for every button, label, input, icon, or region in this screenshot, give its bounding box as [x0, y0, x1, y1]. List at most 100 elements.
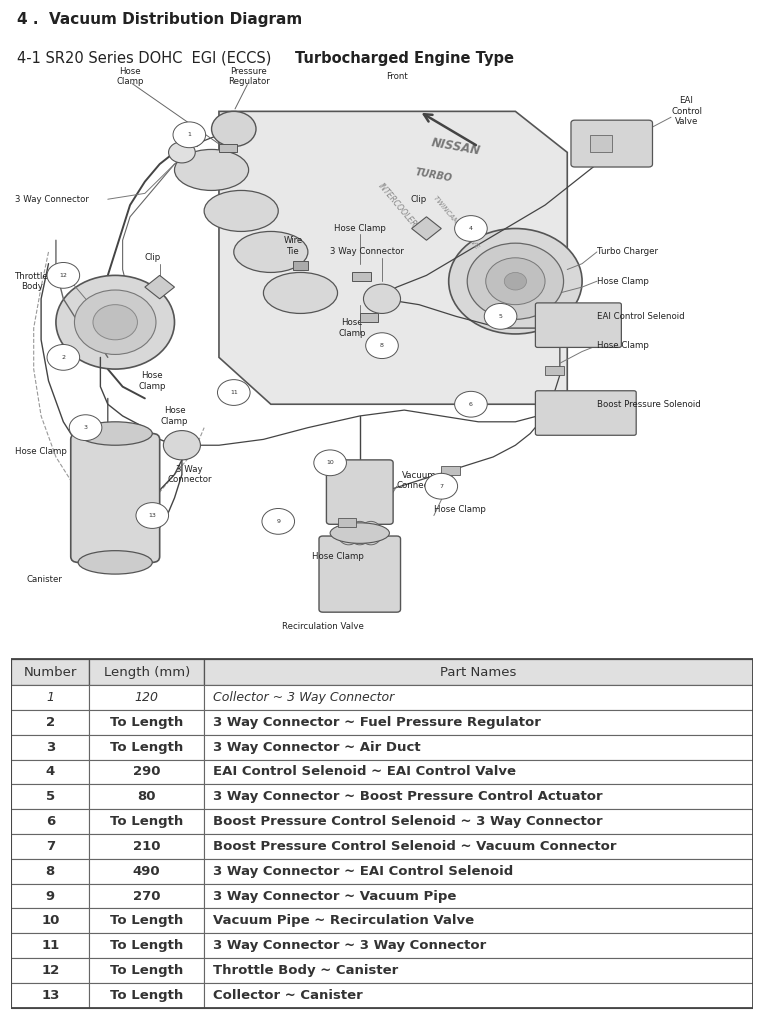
Bar	[204, 859, 753, 884]
Polygon shape	[145, 275, 174, 299]
Circle shape	[364, 284, 400, 313]
FancyBboxPatch shape	[571, 120, 652, 167]
Bar	[293, 261, 308, 269]
Bar	[89, 809, 204, 834]
Text: 7: 7	[46, 840, 55, 853]
Text: Collector ~ 3 Way Connector: Collector ~ 3 Way Connector	[213, 691, 394, 705]
Text: 11: 11	[41, 939, 60, 952]
Bar	[352, 272, 371, 282]
Bar	[204, 809, 753, 834]
Ellipse shape	[264, 272, 338, 313]
Text: 4-1 SR20 Series DOHC  EGI (ECCS): 4-1 SR20 Series DOHC EGI (ECCS)	[18, 51, 277, 66]
Text: EAI
Control
Valve: EAI Control Valve	[671, 96, 702, 126]
Bar	[204, 735, 753, 760]
Circle shape	[47, 262, 79, 289]
Text: 8: 8	[46, 864, 55, 878]
Text: EAI Control Selenoid ~ EAI Control Valve: EAI Control Selenoid ~ EAI Control Valve	[213, 766, 516, 778]
Circle shape	[70, 415, 102, 440]
Circle shape	[56, 275, 174, 369]
Circle shape	[262, 509, 295, 535]
Circle shape	[74, 290, 156, 354]
Text: 3 Way Connector ~ EAI Control Selenoid: 3 Way Connector ~ EAI Control Selenoid	[213, 864, 513, 878]
Bar	[204, 760, 753, 784]
Bar	[11, 859, 89, 884]
Text: 80: 80	[138, 791, 156, 803]
Text: 210: 210	[133, 840, 160, 853]
Bar	[204, 834, 753, 859]
Text: 1: 1	[187, 132, 191, 137]
Bar	[204, 933, 753, 958]
Bar	[89, 983, 204, 1008]
Text: TURBO: TURBO	[415, 168, 453, 184]
Circle shape	[212, 112, 256, 146]
Text: 3 Way Connector: 3 Way Connector	[15, 195, 89, 204]
Text: Clip: Clip	[411, 195, 427, 204]
Text: 4 .  Vacuum Distribution Diagram: 4 . Vacuum Distribution Diagram	[18, 11, 303, 27]
Ellipse shape	[204, 190, 278, 231]
Ellipse shape	[78, 422, 152, 445]
Text: 3: 3	[46, 740, 55, 754]
Text: 2: 2	[46, 716, 55, 729]
Ellipse shape	[360, 521, 382, 545]
Text: 12: 12	[60, 272, 67, 278]
Text: Wire
Tie: Wire Tie	[283, 237, 303, 256]
Circle shape	[366, 333, 398, 358]
Text: Clip: Clip	[144, 253, 160, 262]
Text: 3 Way Connector ~ Vacuum Pipe: 3 Way Connector ~ Vacuum Pipe	[213, 890, 456, 902]
Circle shape	[455, 391, 487, 417]
Text: Hose
Clamp: Hose Clamp	[160, 407, 188, 426]
Bar	[11, 659, 89, 685]
Text: 120: 120	[134, 691, 159, 705]
Text: 2: 2	[61, 355, 66, 359]
Bar	[360, 313, 378, 323]
Text: Boost Pressure Control Selenoid ~ Vacuum Connector: Boost Pressure Control Selenoid ~ Vacuum…	[213, 840, 617, 853]
Bar	[89, 685, 204, 710]
Circle shape	[173, 122, 206, 147]
Text: Hose
Clamp: Hose Clamp	[116, 67, 144, 86]
Bar	[11, 983, 89, 1008]
Text: To Length: To Length	[110, 740, 183, 754]
Text: Length (mm): Length (mm)	[104, 666, 189, 679]
Ellipse shape	[348, 521, 371, 545]
Text: 1: 1	[47, 691, 54, 705]
Text: 10: 10	[41, 914, 60, 928]
Text: 10: 10	[326, 461, 334, 465]
FancyBboxPatch shape	[536, 391, 636, 435]
Text: 3 Way Connector ~ Fuel Pressure Regulator: 3 Way Connector ~ Fuel Pressure Regulato…	[213, 716, 541, 729]
Text: 3 Way
Connector: 3 Way Connector	[167, 465, 212, 484]
Bar	[11, 834, 89, 859]
Text: Part Names: Part Names	[440, 666, 516, 679]
Text: Recirculation Valve: Recirculation Valve	[282, 623, 364, 632]
Bar	[89, 659, 204, 685]
Bar	[590, 135, 612, 153]
Circle shape	[218, 380, 250, 406]
Text: TWINCAM 16VALVE: TWINCAM 16VALVE	[432, 196, 480, 250]
Circle shape	[448, 228, 582, 334]
Text: 6: 6	[469, 401, 473, 407]
Text: To Length: To Length	[110, 815, 183, 828]
Bar	[204, 958, 753, 983]
Bar	[11, 908, 89, 933]
Bar	[89, 735, 204, 760]
Ellipse shape	[338, 521, 360, 545]
Bar	[11, 685, 89, 710]
Text: 5: 5	[499, 314, 503, 318]
Bar	[89, 958, 204, 983]
Bar	[204, 884, 753, 908]
Bar	[338, 518, 356, 527]
Text: Hose
Clamp: Hose Clamp	[138, 371, 166, 390]
Text: 12: 12	[41, 964, 60, 977]
Bar	[89, 908, 204, 933]
Circle shape	[504, 272, 526, 290]
Text: Hose Clamp: Hose Clamp	[334, 224, 386, 233]
Text: EAI Control Selenoid: EAI Control Selenoid	[597, 312, 685, 321]
Text: INTERCOOLER: INTERCOOLER	[376, 181, 418, 228]
Text: Vacuum Pipe ~ Recirculation Valve: Vacuum Pipe ~ Recirculation Valve	[213, 914, 474, 928]
Circle shape	[93, 305, 138, 340]
Text: Turbocharged Engine Type: Turbocharged Engine Type	[296, 51, 514, 66]
Bar	[11, 710, 89, 735]
Circle shape	[136, 503, 169, 528]
Circle shape	[455, 216, 487, 242]
Bar	[204, 659, 753, 685]
Text: 9: 9	[46, 890, 55, 902]
